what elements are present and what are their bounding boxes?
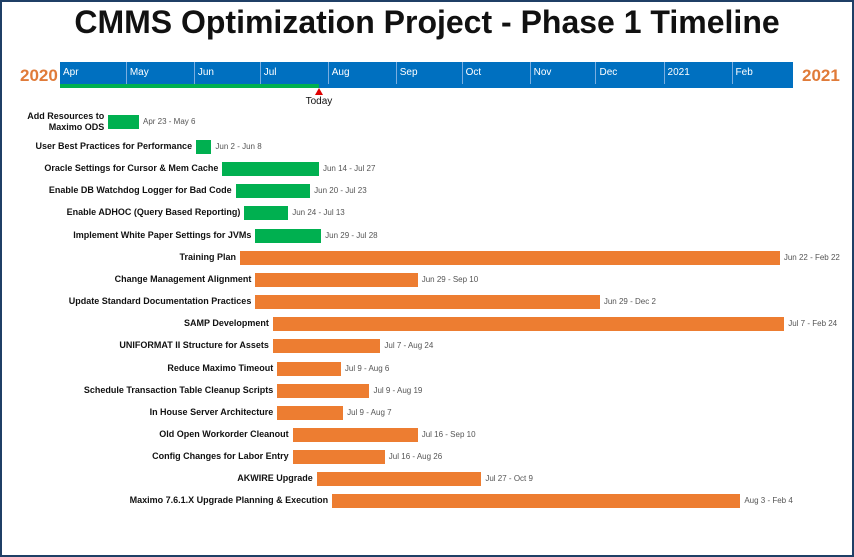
task-name-label: Config Changes for Labor Entry: [152, 451, 289, 462]
task-bar[interactable]: [277, 405, 344, 420]
task-name-label: Maximo 7.6.1.X Upgrade Planning & Execut…: [129, 495, 329, 506]
task-date-label: Jul 9 - Aug 6: [344, 363, 390, 373]
task-bar[interactable]: [255, 228, 322, 243]
task-bar[interactable]: [277, 383, 370, 398]
task-name-label: Add Resources to Maximo ODS: [27, 111, 105, 132]
task-bar[interactable]: [196, 140, 212, 154]
task-name-label: UNIFORMAT II Structure for Assets: [119, 340, 269, 351]
task-name-label: In House Server Architecture: [149, 406, 274, 417]
task-bar[interactable]: [244, 206, 289, 221]
task-bar[interactable]: [272, 317, 785, 332]
task-name-label: Change Management Alignment: [114, 273, 252, 284]
end-year-label: 2021: [802, 66, 840, 85]
task-name-label: Schedule Transaction Table Cleanup Scrip…: [83, 384, 274, 395]
task-name-label: User Best Practices for Performance: [35, 141, 193, 151]
task-name-label: Enable ADHOC (Query Based Reporting): [66, 207, 241, 218]
task-date-label: Jul 27 - Oct 9: [485, 474, 533, 484]
task-bar[interactable]: [277, 361, 341, 376]
month-tick-label: Apr: [63, 67, 79, 78]
task-date-label: Jun 14 - Jul 27: [322, 164, 376, 174]
month-tick-label: Sep: [395, 62, 462, 84]
month-tick-label: 2021: [663, 62, 732, 84]
progress-bar: [60, 84, 319, 88]
task-name-label: Reduce Maximo Timeout: [167, 362, 274, 373]
task-bar[interactable]: [272, 339, 381, 354]
timeline-band: Apr May Jun Jul Aug Sep Oct Nov Dec 2021 Feb: [60, 62, 793, 88]
task-name-label: Update Standard Documentation Practices: [68, 296, 252, 307]
task-name-label: Training Plan: [179, 251, 236, 262]
task-bar[interactable]: [255, 272, 418, 287]
month-tick-label: Feb: [731, 62, 793, 84]
task-date-label: Jul 16 - Sep 10: [421, 429, 476, 439]
task-date-label: Jul 9 - Aug 7: [347, 407, 392, 417]
month-tick-label: Jun: [193, 62, 260, 84]
chart-title: CMMS Optimization Project - Phase 1 Time…: [74, 4, 780, 40]
task-date-label: Jul 7 - Aug 24: [384, 341, 434, 351]
task-date-label: Jun 2 - Jun 8: [215, 142, 262, 151]
task-date-label: Jun 29 - Dec 2: [603, 297, 656, 307]
month-tick-label: Aug: [327, 62, 396, 84]
task-bar[interactable]: [255, 295, 600, 310]
task-date-label: Jul 16 - Aug 26: [388, 452, 443, 462]
task-name-label: Enable DB Watchdog Logger for Bad Code: [48, 185, 232, 196]
task-bar[interactable]: [332, 494, 741, 509]
task-date-label: Apr 23 - May 6: [143, 117, 196, 126]
task-name-label: Oracle Settings for Cursor & Mem Cache: [44, 163, 219, 174]
task-date-label: Jun 29 - Jul 28: [325, 230, 378, 240]
task-date-label: Jun 29 - Sep 10: [421, 274, 479, 284]
task-date-label: Jun 20 - Jul 23: [314, 186, 367, 196]
month-tick-label: Nov: [529, 62, 596, 84]
task-date-label: Aug 3 - Feb 4: [744, 496, 793, 506]
month-tick-label: May: [125, 62, 194, 84]
task-name-label: SAMP Development: [184, 318, 269, 329]
start-year-label: 2020: [20, 66, 58, 85]
task-bar[interactable]: [292, 450, 385, 465]
month-tick-label: Jul: [259, 62, 328, 84]
month-tick-label: Dec: [595, 62, 663, 84]
task-name-label: Old Open Workorder Cleanout: [159, 428, 289, 439]
task-name-label: AKWIRE Upgrade: [237, 473, 313, 484]
task-bar[interactable]: [235, 184, 311, 199]
today-label: Today: [305, 96, 333, 107]
task-bar[interactable]: [108, 115, 139, 129]
task-bar[interactable]: [292, 427, 418, 442]
task-name-label: Implement White Paper Settings for JVMs: [73, 229, 252, 240]
task-date-label: Jul 7 - Feb 24: [788, 319, 838, 329]
task-date-label: Jun 22 - Feb 22: [783, 252, 840, 262]
task-bar[interactable]: [316, 472, 482, 487]
today-marker-icon: [314, 88, 323, 95]
task-bar[interactable]: [222, 162, 319, 177]
task-bar[interactable]: [239, 250, 780, 265]
task-date-label: Jun 24 - Jul 13: [292, 208, 345, 218]
month-tick-label: Oct: [461, 62, 530, 84]
task-date-label: Jul 9 - Aug 19: [373, 385, 423, 395]
